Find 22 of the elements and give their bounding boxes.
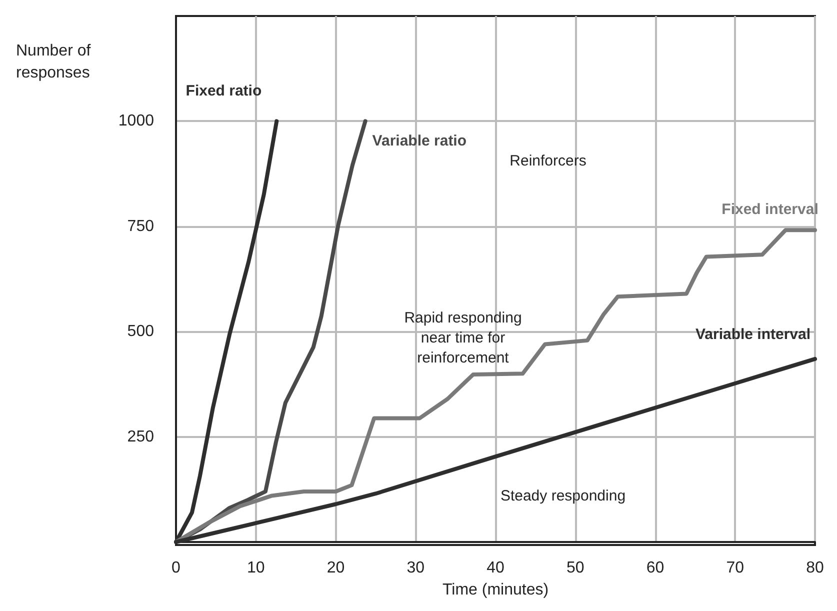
annotation: Steady responding <box>500 488 626 504</box>
x-tick-label: 80 <box>806 560 824 576</box>
series-label: Fixed ratio <box>186 82 262 100</box>
x-tick-label: 50 <box>566 560 584 576</box>
x-tick-label: 0 <box>172 560 181 576</box>
x-tick-label: 10 <box>246 560 265 576</box>
x-tick-label: 30 <box>406 560 425 576</box>
x-axis-title: Time (minutes) <box>442 582 549 598</box>
y-axis-title: Number of responses <box>16 42 96 82</box>
y-tick-label: 1000 <box>118 112 154 130</box>
y-tick-label: 750 <box>127 218 154 235</box>
series-label: Variable interval <box>695 326 811 343</box>
y-tick-label: 250 <box>127 428 154 446</box>
x-tick-label: 70 <box>726 560 744 576</box>
x-tick-label: 20 <box>326 560 345 576</box>
x-tick-label: 60 <box>646 560 664 576</box>
annotation: Rapid responding near time for reinforcement <box>404 310 522 366</box>
series-label: Variable ratio <box>372 132 467 150</box>
series-label: Fixed interval <box>722 201 818 218</box>
annotation: Reinforcers <box>510 152 586 170</box>
x-tick-label: 40 <box>486 560 504 576</box>
y-tick-label: 500 <box>127 323 154 340</box>
